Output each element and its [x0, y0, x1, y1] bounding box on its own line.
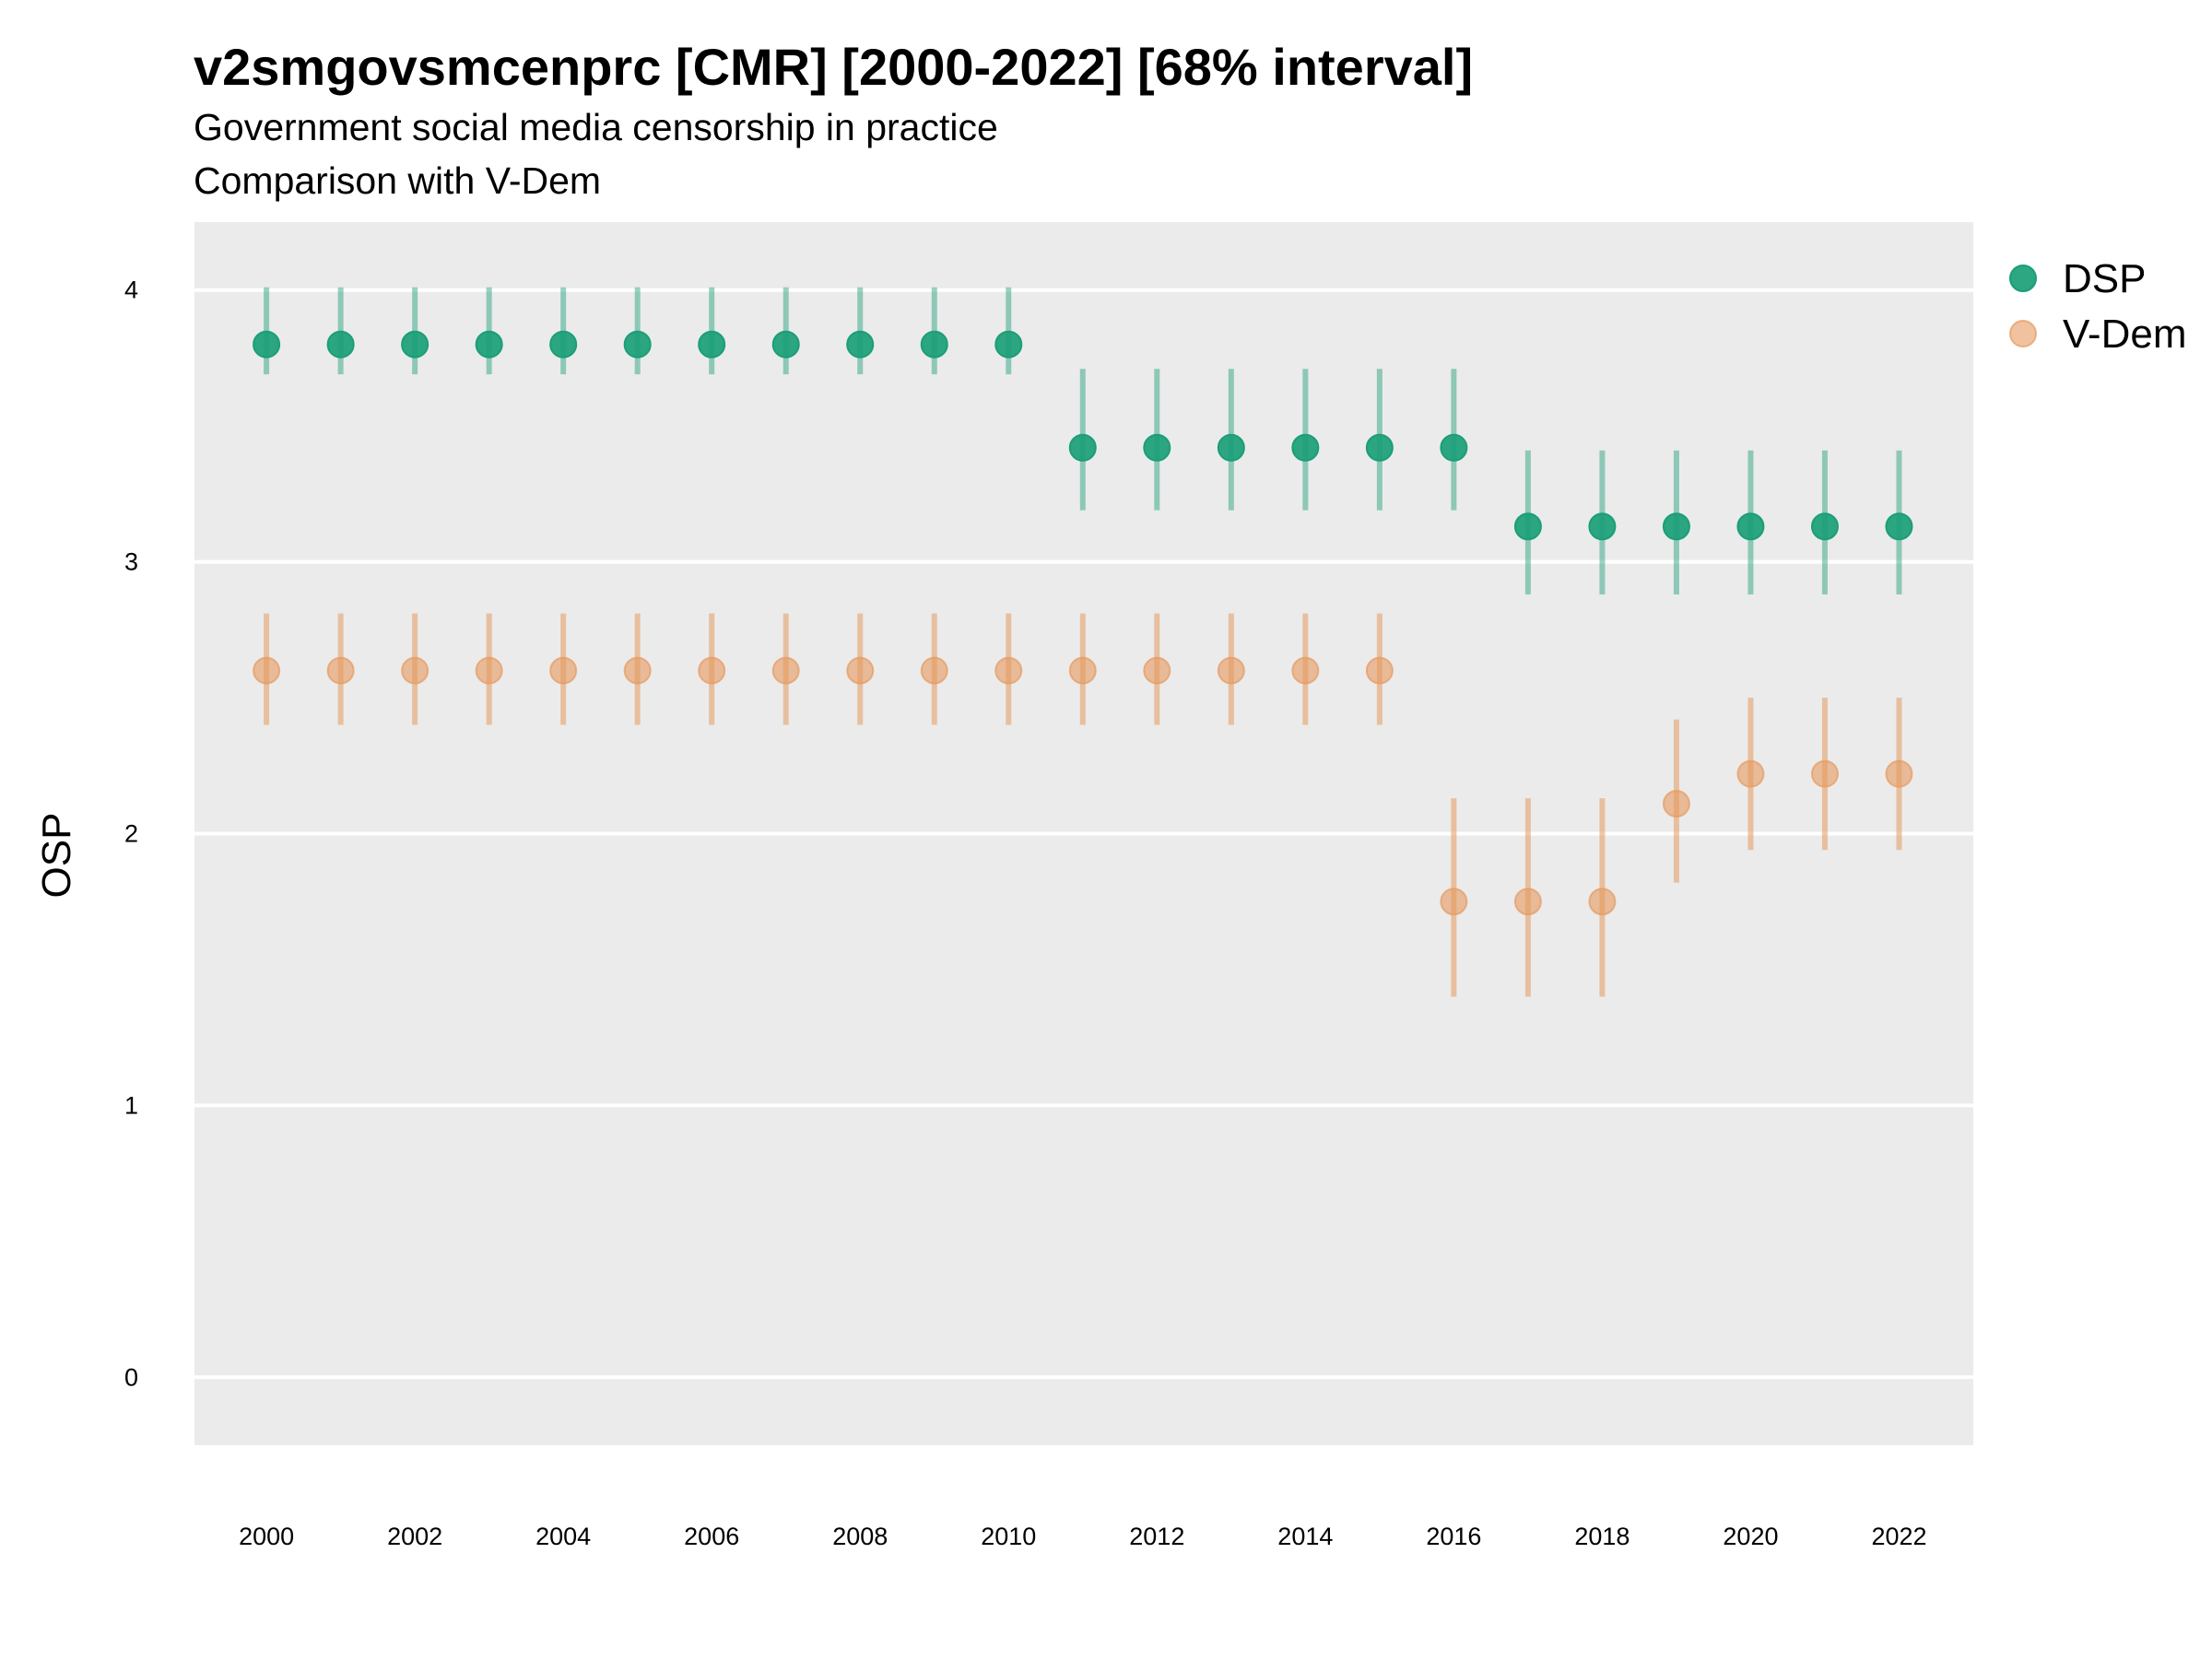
point-v-dem [623, 656, 652, 685]
y-tick-label: 3 [124, 548, 138, 576]
point-dsp [698, 330, 726, 359]
point-v-dem [401, 656, 429, 685]
point-dsp [1588, 512, 1617, 541]
point-dsp [1440, 433, 1468, 462]
point-v-dem [253, 656, 281, 685]
legend: DSP V-Dem [2009, 256, 2186, 357]
point-v-dem [920, 656, 948, 685]
x-tick-label: 2020 [1723, 1523, 1778, 1550]
point-dsp [1365, 433, 1394, 462]
point-v-dem [549, 656, 578, 685]
point-dsp [771, 330, 800, 359]
chart-subtitle-line1: Government social media censorship in pr… [194, 106, 998, 148]
point-v-dem [1440, 888, 1468, 916]
point-dsp [1143, 433, 1171, 462]
point-dsp [1810, 512, 1839, 541]
data-points [253, 330, 1913, 916]
point-dsp [1291, 433, 1320, 462]
legend-label: V-Dem [2063, 312, 2186, 357]
x-tick-label: 2000 [239, 1523, 294, 1550]
point-v-dem [1513, 888, 1542, 916]
point-dsp [1513, 512, 1542, 541]
point-v-dem [1662, 790, 1690, 818]
point-v-dem [771, 656, 800, 685]
point-v-dem [326, 656, 355, 685]
x-tick-label: 2008 [832, 1523, 888, 1550]
point-dsp [1736, 512, 1765, 541]
point-dsp [253, 330, 281, 359]
x-tick-label: 2012 [1129, 1523, 1184, 1550]
point-v-dem [1365, 656, 1394, 685]
point-dsp [1885, 512, 1913, 541]
point-dsp [475, 330, 503, 359]
point-v-dem [1885, 759, 1913, 788]
y-tick-label: 1 [124, 1091, 138, 1119]
point-v-dem [1810, 759, 1839, 788]
x-tick-label: 2014 [1277, 1523, 1333, 1550]
x-tick-label: 2004 [535, 1523, 591, 1550]
x-tick-label: 2006 [684, 1523, 739, 1550]
point-v-dem [846, 656, 875, 685]
x-tick-label: 2010 [981, 1523, 1036, 1550]
point-dsp [401, 330, 429, 359]
x-tick-labels: 2000 2002 2004 2006 2008 2010 2012 2014 2016 2018… [239, 1523, 1926, 1550]
y-axis-label: OSP [34, 813, 79, 899]
point-dsp [1662, 512, 1690, 541]
x-tick-label: 2016 [1426, 1523, 1481, 1550]
point-dsp [1068, 433, 1097, 462]
point-v-dem [475, 656, 503, 685]
y-tick-label: 2 [124, 820, 138, 848]
point-v-dem [1143, 656, 1171, 685]
point-dsp [549, 330, 578, 359]
point-dsp [846, 330, 875, 359]
point-v-dem [1068, 656, 1097, 685]
point-dsp [994, 330, 1023, 359]
chart-title: v2smgovsmcenprc [CMR] [2000-2022] [68% i… [194, 38, 1473, 96]
x-tick-label: 2022 [1871, 1523, 1926, 1550]
y-tick-label: 0 [124, 1363, 138, 1391]
point-dsp [920, 330, 948, 359]
point-v-dem [1736, 759, 1765, 788]
y-tick-label: 4 [124, 276, 138, 304]
point-v-dem [1291, 656, 1320, 685]
x-tick-label: 2018 [1574, 1523, 1630, 1550]
point-v-dem [698, 656, 726, 685]
legend-label: DSP [2063, 256, 2146, 301]
legend-swatch [2009, 320, 2037, 347]
point-dsp [326, 330, 355, 359]
legend-swatch [2009, 265, 2037, 292]
x-tick-label: 2002 [387, 1523, 442, 1550]
point-v-dem [1588, 888, 1617, 916]
y-tick-labels: 0 1 2 3 4 [124, 276, 138, 1392]
chart-subtitle-line2: Comparison with V-Dem [194, 159, 601, 202]
point-v-dem [1217, 656, 1245, 685]
point-dsp [623, 330, 652, 359]
point-dsp [1217, 433, 1245, 462]
point-v-dem [994, 656, 1023, 685]
